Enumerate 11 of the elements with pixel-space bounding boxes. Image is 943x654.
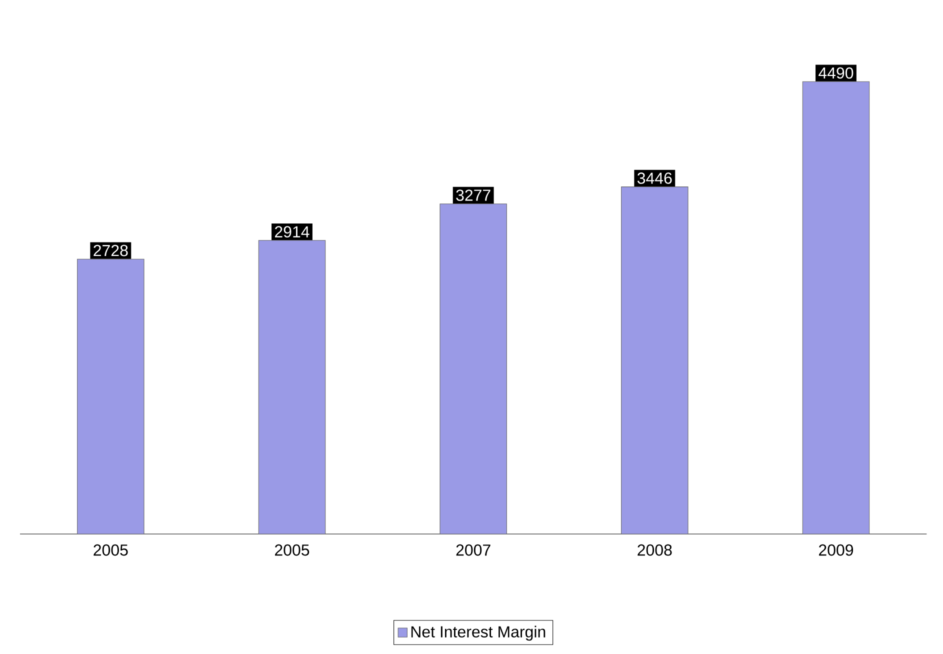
data-label: 2728 bbox=[94, 244, 128, 256]
data-label: 2914 bbox=[274, 226, 310, 238]
x-tick-label: 2007 bbox=[456, 544, 490, 556]
data-label: 4490 bbox=[818, 67, 854, 79]
x-tick-label: 2005 bbox=[274, 544, 310, 556]
x-tick-label: 2005 bbox=[94, 544, 128, 556]
x-tick-label: 2009 bbox=[818, 544, 854, 556]
data-label: 3446 bbox=[637, 172, 672, 184]
x-tick-label: 2008 bbox=[638, 544, 672, 556]
legend-label: Net Interest Margin bbox=[411, 626, 546, 641]
data-label: 3277 bbox=[456, 190, 490, 201]
